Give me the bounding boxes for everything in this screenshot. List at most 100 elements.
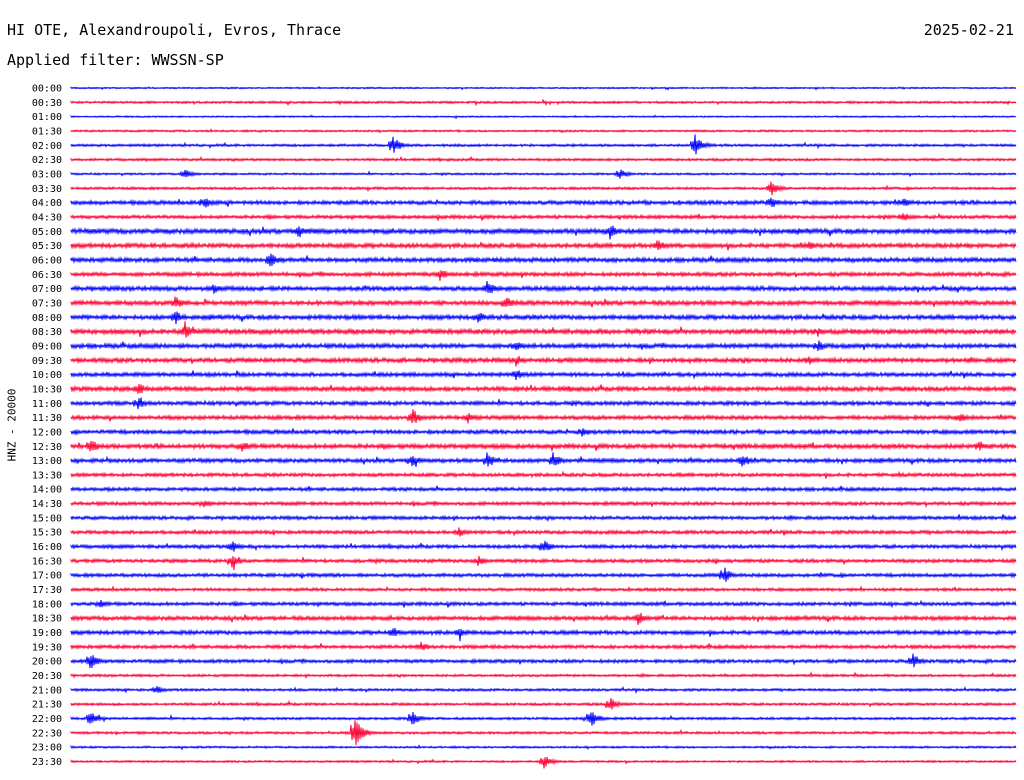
trace-line [70,711,1017,726]
time-tick-label: 09:30 [32,356,62,367]
trace-line [70,567,1017,582]
trace-line [70,513,1017,523]
trace-line [70,340,1017,352]
time-tick-label: 20:30 [32,671,62,682]
trace-line [70,641,1017,651]
trace-line [70,370,1017,381]
time-tick-label: 12:00 [32,427,62,438]
trace-line [70,440,1017,452]
time-tick-label: 22:30 [32,728,62,739]
time-tick-label: 04:00 [32,198,62,209]
trace-line [70,225,1017,240]
trace-line [70,197,1017,208]
time-tick-label: 06:30 [32,270,62,281]
trace-line [70,452,1017,467]
trace-line [70,685,1017,694]
station-title: HI OTE, Alexandroupoli, Evros, Thrace [7,21,342,39]
time-tick-label: 13:30 [32,470,62,481]
trace-line [70,169,1017,179]
time-tick-label: 23:30 [32,757,62,768]
trace-line [70,756,1017,769]
trace-line [70,485,1017,493]
time-tick-label: 15:30 [32,528,62,539]
trace-line [70,599,1017,609]
time-tick-label: 00:00 [32,84,62,95]
trace-line [70,253,1017,267]
time-tick-label: 11:30 [32,413,62,424]
time-tick-label: 11:00 [32,399,62,410]
time-tick-label: 16:00 [32,542,62,553]
trace-line [70,409,1017,424]
trace-line [70,240,1017,251]
trace-line [70,470,1017,479]
trace-line [70,527,1017,537]
trace-line [70,155,1017,163]
trace-line [70,296,1017,308]
time-tick-label: 21:00 [32,685,62,696]
time-tick-label: 06:00 [32,255,62,266]
trace-line [70,744,1017,751]
time-tick-label: 13:00 [32,456,62,467]
time-tick-label: 18:00 [32,599,62,610]
time-tick-label: 01:00 [32,112,62,123]
trace-line [70,720,1017,746]
time-tick-label: 17:00 [32,571,62,582]
time-tick-label: 20:00 [32,657,62,668]
trace-line [70,500,1017,509]
trace-line [70,134,1017,155]
time-tick-label: 07:30 [32,298,62,309]
trace-line [70,627,1017,642]
time-tick-label: 22:00 [32,714,62,725]
time-tick-label: 10:30 [32,384,62,395]
trace-line [70,653,1017,669]
time-tick-label: 10:00 [32,370,62,381]
time-tick-label: 09:00 [32,341,62,352]
time-tick-label: 03:30 [32,184,62,195]
trace-line [70,397,1017,410]
filter-label: Applied filter: WWSSN-SP [7,51,224,69]
time-tick-label: 23:00 [32,743,62,754]
trace-line [70,612,1017,626]
trace-line [70,671,1017,680]
time-tick-label: 00:30 [32,98,62,109]
time-tick-label: 07:00 [32,284,62,295]
time-tick-label: 19:30 [32,642,62,653]
trace-line [70,356,1017,367]
trace-line [70,128,1017,134]
time-tick-label: 21:30 [32,700,62,711]
time-tick-label: 14:30 [32,499,62,510]
trace-line [70,698,1017,710]
trace-line [70,281,1017,294]
time-tick-label: 04:30 [32,212,62,223]
trace-line [70,85,1017,91]
time-tick-label: 19:00 [32,628,62,639]
time-tick-label: 14:00 [32,485,62,496]
trace-line [70,98,1017,107]
trace-line [70,540,1017,552]
trace-line [70,212,1017,221]
time-tick-label: 05:00 [32,227,62,238]
record-date: 2025-02-21 [923,21,1014,39]
time-tick-label: 12:30 [32,442,62,453]
time-tick-label: 08:00 [32,313,62,324]
trace-line [70,114,1017,120]
time-tick-label: 18:30 [32,614,62,625]
time-tick-label: 08:30 [32,327,62,338]
trace-line [70,311,1017,325]
time-tick-label: 17:30 [32,585,62,596]
trace-line [70,321,1017,338]
time-tick-label: 15:00 [32,513,62,524]
trace-line [70,427,1017,437]
time-tick-label: 03:00 [32,169,62,180]
trace-line [70,383,1017,394]
time-tick-label: 01:30 [32,126,62,137]
time-tick-label: 05:30 [32,241,62,252]
trace-line [70,584,1017,593]
time-tick-label: 02:00 [32,141,62,152]
trace-line [70,556,1017,571]
trace-line [70,270,1017,281]
trace-line [70,181,1017,196]
time-tick-label: 02:30 [32,155,62,166]
